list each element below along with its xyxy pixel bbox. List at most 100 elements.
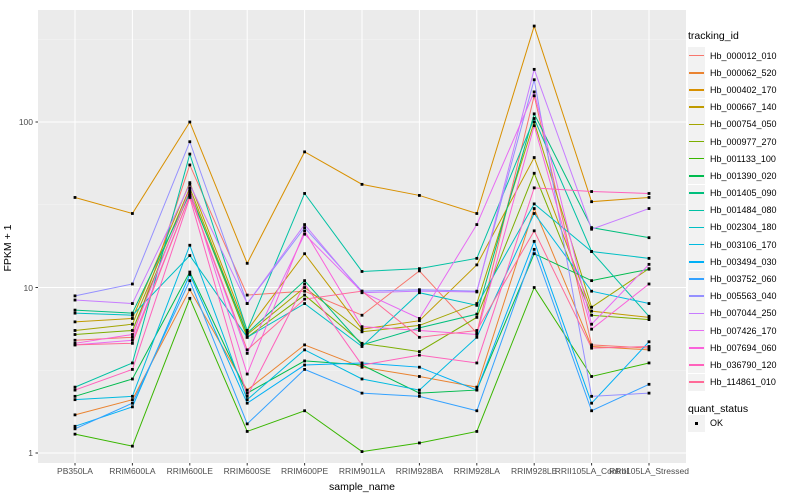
legend-key — [688, 304, 705, 322]
data-point-marker — [475, 256, 479, 260]
data-point-marker — [475, 290, 479, 294]
data-point-marker — [590, 200, 593, 204]
data-point-marker — [131, 444, 134, 448]
data-point-marker — [418, 365, 421, 369]
data-point-marker — [647, 262, 651, 266]
data-point-marker — [303, 359, 306, 363]
data-point-marker — [188, 288, 192, 292]
data-point-marker — [360, 377, 364, 381]
data-point-marker — [73, 329, 77, 332]
data-point-marker — [418, 350, 421, 353]
data-point-marker — [418, 441, 421, 445]
data-point-marker — [418, 375, 421, 378]
data-point-marker — [590, 279, 593, 283]
data-point-marker — [131, 367, 134, 371]
data-point-marker — [360, 343, 364, 347]
line-swatch-icon — [689, 140, 704, 143]
data-point-marker — [532, 90, 536, 94]
legend-key — [688, 184, 705, 202]
data-point-marker — [188, 296, 192, 300]
data-point-marker — [73, 432, 77, 436]
legend-label: Hb_001390_020 — [710, 170, 777, 181]
legend-label: Hb_001484_080 — [710, 205, 777, 216]
data-point-marker — [245, 331, 249, 335]
data-point-marker — [475, 223, 479, 226]
data-point-marker — [647, 346, 651, 350]
line-swatch-icon — [689, 175, 704, 177]
square-marker-icon — [694, 421, 699, 426]
data-point-marker — [188, 272, 192, 276]
data-point-marker — [73, 341, 77, 345]
data-point-marker — [131, 405, 134, 409]
data-point-marker — [647, 302, 651, 305]
data-point-marker — [360, 345, 364, 348]
legend-label: Hb_007694_060 — [710, 342, 777, 353]
data-point-marker — [475, 361, 479, 365]
data-point-marker — [418, 388, 421, 392]
legend-key — [688, 373, 705, 391]
data-point-marker — [188, 190, 192, 193]
legend-key — [688, 339, 705, 357]
data-point-marker — [418, 317, 421, 320]
data-point-marker — [73, 424, 77, 428]
legend-key — [688, 150, 705, 168]
x-tick-label: RRIM600LE — [166, 466, 213, 476]
data-point-marker — [73, 385, 77, 389]
data-point-marker — [73, 308, 77, 312]
legend-label: Hb_000402_170 — [710, 84, 777, 95]
tracking-id-legend-items: Hb_000012_010 Hb_000062_520 Hb_000402_170 H… — [688, 47, 800, 391]
data-point-marker — [360, 341, 364, 345]
data-point-marker — [532, 94, 536, 98]
legend-key — [688, 356, 705, 374]
data-point-marker — [590, 322, 593, 326]
data-point-marker — [360, 182, 364, 186]
data-point-marker — [131, 398, 134, 402]
data-point-marker — [475, 315, 479, 319]
legend-item-Hb_001405_090: Hb_001405_090 — [688, 184, 800, 202]
data-point-marker — [245, 335, 249, 339]
data-point-marker — [131, 329, 134, 332]
data-point-marker — [188, 196, 192, 199]
data-point-marker — [303, 348, 306, 352]
data-point-marker — [131, 335, 134, 339]
x-tick-label: RRII105LA_Stressed — [609, 466, 689, 476]
legend-title-tracking-id: tracking_id — [688, 30, 739, 42]
data-point-marker — [360, 270, 364, 273]
legend-panel: tracking_id Hb_000012_010 Hb_000062_520 Hb… — [688, 0, 800, 432]
line-swatch-icon — [689, 329, 704, 332]
data-point-marker — [590, 401, 593, 405]
data-point-marker — [475, 302, 479, 305]
data-point-marker — [303, 343, 306, 347]
data-point-marker — [647, 282, 651, 286]
data-point-marker — [73, 343, 77, 347]
data-point-marker — [590, 227, 593, 231]
data-point-marker — [532, 112, 536, 116]
data-point-marker — [188, 243, 192, 247]
data-point-marker — [303, 223, 306, 226]
legend-item-ok: OK — [688, 414, 800, 432]
data-point-marker — [647, 391, 651, 395]
data-point-marker — [245, 329, 249, 332]
data-point-marker — [303, 229, 306, 233]
data-point-marker — [532, 212, 536, 215]
data-point-marker — [188, 140, 192, 144]
line-swatch-icon — [689, 192, 704, 194]
data-point-marker — [188, 254, 192, 257]
data-point-marker — [131, 338, 134, 342]
legend-item-Hb_000667_140: Hb_000667_140 — [688, 98, 800, 116]
data-point-marker — [647, 207, 651, 210]
line-swatch-icon — [689, 54, 704, 57]
legend-item-Hb_000977_270: Hb_000977_270 — [688, 133, 800, 151]
legend-key — [688, 167, 705, 185]
data-point-marker — [475, 335, 479, 339]
legend-title-quant-status: quant_status — [688, 402, 749, 415]
data-point-marker — [647, 236, 651, 240]
data-point-marker — [418, 394, 421, 398]
legend-item-Hb_003106_170: Hb_003106_170 — [688, 236, 800, 254]
data-point-marker — [418, 269, 421, 273]
data-point-marker — [303, 192, 306, 195]
legend-label: Hb_003494_030 — [710, 256, 777, 267]
data-point-marker — [475, 263, 479, 267]
data-point-marker — [532, 239, 536, 243]
